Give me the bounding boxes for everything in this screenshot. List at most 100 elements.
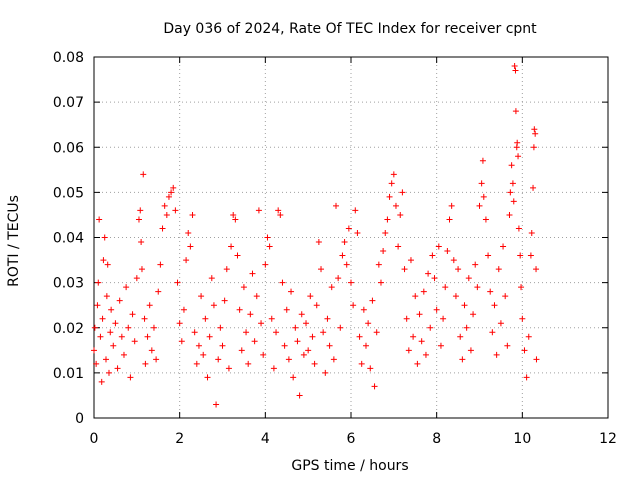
data-point: [200, 351, 207, 358]
data-point: [506, 211, 513, 218]
data-point: [356, 333, 363, 340]
data-point: [518, 284, 525, 291]
data-point: [255, 207, 262, 214]
data-point: [414, 360, 421, 367]
data-point: [180, 306, 187, 313]
data-point: [277, 211, 284, 218]
data-point: [290, 374, 297, 381]
data-point: [420, 288, 427, 295]
data-point: [208, 275, 215, 282]
data-point: [131, 338, 138, 345]
data-point: [262, 261, 269, 268]
data-point: [219, 342, 226, 349]
data-point: [326, 342, 333, 349]
data-point: [157, 261, 164, 268]
y-tick-label: 0.06: [53, 140, 84, 156]
data-point: [403, 315, 410, 322]
data-point: [163, 211, 170, 218]
data-point: [127, 374, 134, 381]
data-point: [176, 320, 183, 327]
data-point: [476, 202, 483, 209]
data-point: [292, 324, 299, 331]
data-point: [91, 347, 97, 354]
data-point: [105, 369, 112, 376]
data-point: [213, 401, 220, 408]
data-point: [523, 374, 530, 381]
data-point: [118, 333, 125, 340]
data-point: [521, 347, 528, 354]
y-tick-label: 0: [75, 411, 84, 427]
data-point: [528, 229, 535, 236]
data-points: [91, 63, 540, 408]
data-point: [148, 347, 155, 354]
data-point: [260, 351, 267, 358]
data-point: [101, 234, 108, 241]
data-point: [517, 252, 524, 259]
data-point: [532, 130, 539, 137]
data-point: [322, 369, 329, 376]
data-point: [533, 356, 540, 363]
data-point: [311, 360, 318, 367]
data-point: [470, 311, 477, 318]
data-point: [107, 329, 114, 336]
data-point: [189, 211, 196, 218]
data-point: [153, 356, 160, 363]
data-point: [294, 338, 301, 345]
data-point: [335, 275, 342, 282]
data-point: [236, 306, 243, 313]
data-point: [531, 126, 538, 133]
data-point: [245, 360, 252, 367]
x-tick-label: 8: [432, 431, 441, 447]
data-point: [300, 351, 307, 358]
data-point: [514, 139, 521, 146]
data-point: [135, 216, 142, 223]
data-point: [397, 211, 404, 218]
data-point: [401, 266, 408, 273]
data-point: [333, 202, 340, 209]
data-point: [416, 311, 423, 318]
data-point: [350, 302, 357, 309]
data-point: [114, 365, 121, 372]
data-point: [487, 288, 494, 295]
data-point: [108, 306, 115, 313]
data-point: [437, 342, 444, 349]
data-point: [457, 333, 464, 340]
data-point: [384, 216, 391, 223]
data-point: [168, 189, 175, 196]
data-point: [509, 180, 516, 187]
data-point: [170, 184, 177, 191]
data-point: [243, 329, 250, 336]
data-point: [165, 193, 172, 200]
x-tick-label: 6: [347, 431, 356, 447]
data-point: [104, 261, 111, 268]
data-point: [234, 252, 241, 259]
y-axis-ticks: 0 0.01 0.02 0.03 0.04 0.05 0.06 0.07 0.08: [53, 50, 608, 427]
data-point: [93, 360, 100, 367]
data-point: [268, 315, 275, 322]
data-point: [375, 261, 382, 268]
data-point: [533, 266, 540, 273]
data-point: [99, 315, 106, 322]
data-point: [463, 324, 470, 331]
data-point: [448, 202, 455, 209]
data-point: [112, 320, 119, 327]
data-point: [362, 342, 369, 349]
x-tick-label: 10: [513, 431, 531, 447]
data-point: [480, 193, 487, 200]
data-point: [510, 198, 517, 205]
data-point: [405, 347, 412, 354]
data-point: [392, 202, 399, 209]
data-point: [450, 257, 457, 264]
data-point: [429, 252, 436, 259]
data-point: [377, 279, 384, 286]
data-point: [202, 315, 209, 322]
x-tick-label: 0: [90, 431, 99, 447]
data-point: [303, 320, 310, 327]
data-point: [489, 329, 496, 336]
data-point: [281, 342, 288, 349]
data-point: [275, 207, 282, 214]
data-point: [191, 329, 198, 336]
data-point: [399, 189, 406, 196]
data-point: [530, 184, 537, 191]
data-point: [116, 297, 123, 304]
